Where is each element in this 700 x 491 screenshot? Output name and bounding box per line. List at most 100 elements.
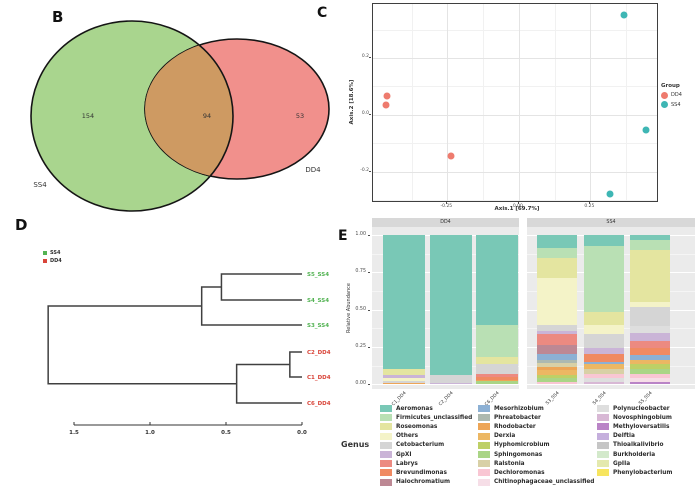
segment-Roseomonas (383, 369, 425, 376)
segment-Dechloromonas (537, 381, 577, 385)
segment-Cetobacterium (383, 381, 425, 384)
scatter-point-DD4 (382, 101, 390, 109)
genus-legend-item: Thioalkalivibrio (597, 441, 672, 450)
segment-GpXI (630, 332, 670, 341)
genus-label: Derxia (494, 433, 516, 440)
segment-GpXI (537, 331, 577, 335)
genus-legend-item: Others (380, 432, 472, 441)
panel-label-c: C (317, 5, 328, 21)
genus-swatch-Sphingomonas (478, 451, 490, 459)
scatter-point-DD4 (383, 92, 391, 100)
venn-ss4-label: SS4 (33, 181, 47, 189)
segment-Derxia (584, 364, 624, 370)
genus-label: Burkholderia (613, 451, 656, 458)
venn-diagram: 154 94 53 SS4 DD4 (30, 20, 330, 212)
gridline-minor (373, 86, 657, 88)
genus-swatch-Phenylobacterium (597, 469, 609, 477)
segment-Sphingomonas (630, 368, 670, 374)
genus-legend-item: Chitinophagaceae_unclassified (478, 478, 594, 487)
facet-panel-DD4 (372, 227, 519, 389)
segment-Phreatobacter (537, 360, 577, 364)
legend-label: DD4 (50, 257, 62, 264)
panel-label-e: E (338, 228, 349, 244)
genus-swatch-Phreatobacter (478, 414, 490, 422)
leaf-label-C2_DD4: C2_DD4 (307, 350, 331, 356)
genus-legend-item: Burkholderia (597, 450, 672, 459)
genus-label: Dechloromonas (494, 469, 545, 476)
venn-overlap-count: 94 (203, 112, 211, 120)
segment-Aeromonas (537, 235, 577, 249)
genus-label: Others (396, 433, 419, 440)
genus-label: GpIIa (613, 460, 631, 467)
segment-Roseomonas (537, 258, 577, 278)
genus-label: GpXI (396, 451, 412, 458)
genus-label: Phenylobacterium (613, 469, 673, 476)
segment-Dechloromonas (584, 373, 624, 378)
axis-tick-label: 0.0 (297, 430, 307, 436)
segment-Rhodobacter (537, 367, 577, 371)
venn-dd4-label: DD4 (305, 166, 321, 174)
legend-dot-DD4 (661, 91, 668, 99)
bar-S3_SS4 (537, 235, 577, 385)
segment-Firmicutes_unclassified (476, 324, 518, 358)
dendrogram-link (200, 286, 302, 326)
segment-Labrys (537, 334, 577, 346)
x-tick-mark (446, 202, 448, 204)
genus-label: Hyphomicrobium (494, 442, 550, 449)
axis-tick-label: 1.5 (69, 430, 79, 436)
legend-label: DD4 (671, 92, 682, 98)
gridline-minor (554, 4, 556, 201)
x-tick-label: 0.25 (584, 204, 595, 209)
genus-legend-item: Hyphomicrobium (478, 441, 594, 450)
genus-label: Thioalkalivibrio (613, 442, 664, 449)
segment-Derxia (537, 370, 577, 375)
genus-swatch-Roseomonas (380, 423, 392, 431)
genus-swatch-Burkholderia (597, 451, 609, 459)
segment-Ralstonia (537, 363, 577, 368)
segment-Aeromonas (476, 235, 518, 325)
segment-Cetobacterium (537, 324, 577, 332)
genus-legend-item: Firmicutes_unclassified (380, 413, 472, 422)
segment-Ralstonia (584, 369, 624, 374)
gridline-major (373, 114, 657, 116)
axis-tick-label: 0.5 (221, 430, 231, 436)
y-tick-mark (369, 113, 371, 115)
segment-Others (537, 277, 577, 325)
segment-Cetobacterium (476, 363, 518, 375)
genus-label: Aeromonas (396, 405, 433, 412)
segment-Others (584, 325, 624, 334)
leaf-label-S3_SS4: S3_SS4 (307, 323, 329, 329)
genus-swatch-Mesorhizobium (478, 405, 490, 413)
gridline-minor (411, 4, 413, 201)
genus-label: Phreatobacter (494, 414, 541, 421)
segment-Rhodobacter (383, 383, 425, 385)
genus-legend-item: Mesorhizobium (478, 404, 594, 413)
y-tick-label: 0.0 (361, 110, 369, 116)
genus-swatch-Thioalkalivibrio (597, 441, 609, 449)
abundance-y-tick-label: 0.25 (355, 343, 366, 349)
genus-label: Novosphingobium (613, 414, 672, 421)
genus-legend-item: Polynucleobacter (597, 404, 672, 413)
y-tick-mark (369, 57, 371, 58)
x-tick-label: 0.00 (512, 204, 523, 209)
abundance-y-tick-mark (368, 346, 370, 348)
genus-legend-title: Genus (341, 440, 370, 449)
genus-label: Rhodobacter (494, 423, 536, 430)
genus-legend-item: GpIIa (597, 459, 672, 468)
abundance-y-tick-label: 0.00 (355, 381, 366, 387)
bar-C6_DD4 (476, 235, 518, 385)
scatter-point-SS4 (620, 11, 628, 19)
y-tick-mark (369, 170, 371, 172)
venn-ss4-count: 154 (82, 112, 94, 120)
segment-Brevundimonas (584, 354, 624, 362)
venn-intersection-edge (145, 39, 234, 179)
dendro-legend-SS4: SS4 (43, 250, 62, 256)
dendrogram-link (235, 363, 302, 404)
genus-label: Cetobacterium (396, 442, 445, 449)
segment-Polynucleobacter (584, 377, 624, 382)
segment-Mesorhizobium (630, 355, 670, 360)
y-tick-label: -0.2 (360, 167, 369, 173)
dendrogram-link (47, 305, 237, 385)
segment-Roseomonas (584, 311, 624, 326)
segment-GpXI (383, 375, 425, 379)
